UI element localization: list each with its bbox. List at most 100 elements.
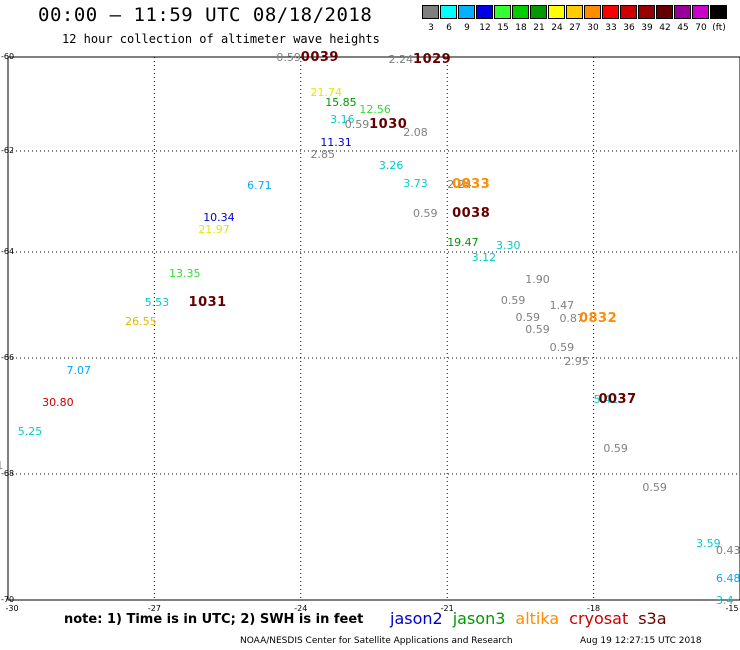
longitude-label: -30 (5, 604, 19, 613)
legend-tick-label: (ft) (712, 23, 726, 33)
legend-tick-label: 30 (587, 23, 599, 33)
wave-height-value: 6.48 (716, 571, 740, 585)
wave-height-value: 11.31 (320, 135, 352, 149)
wave-height-value: 7.07 (66, 363, 92, 377)
latitude-label: -62 (1, 146, 15, 155)
legend-swatch (494, 5, 511, 19)
pass-time-label: 0832 (578, 311, 618, 327)
satellite-name: altika (515, 609, 560, 628)
longitude-label: -21 (440, 604, 454, 613)
pass-time-label: 0037 (598, 391, 637, 407)
legend-swatch (710, 5, 727, 19)
longitude-label: -15 (725, 604, 739, 613)
legend-tick-label: 18 (515, 23, 527, 33)
legend-swatch (620, 5, 637, 19)
pass-time-label: 1031 (188, 295, 227, 311)
legend-swatch (548, 5, 565, 19)
wave-height-value: 1.91 (0, 459, 3, 472)
wave-height-value: 3.4 (716, 594, 734, 607)
satellite-name: cryosat (569, 609, 629, 628)
wave-height-value: 3.59 (696, 537, 721, 551)
latitude-label: -64 (1, 247, 15, 256)
legend-tick-label: 12 (479, 23, 491, 33)
wave-height-value: 5.53 (144, 296, 170, 310)
wave-height-value: 5.41 (593, 392, 619, 406)
legend-tick-label: 9 (464, 23, 470, 33)
wave-height-value: 1.90 (525, 272, 550, 286)
satellite-name: s3a (638, 609, 667, 628)
legend-tick-label: 24 (551, 23, 563, 33)
legend-swatch (476, 5, 493, 19)
legend-swatch (584, 5, 601, 19)
legend-swatch (674, 5, 691, 19)
wave-height-value: 1.47 (549, 299, 575, 312)
map-grid (8, 57, 740, 600)
wave-height-value: 0.59 (344, 118, 370, 132)
wave-height-value: 3.12 (471, 251, 497, 265)
footer-credit: NOAA/NESDIS Center for Satellite Applica… (240, 636, 513, 646)
wave-height-value: 30.80 (42, 395, 74, 409)
wave-height-value: 0.59 (549, 341, 575, 355)
legend-tick-label: 15 (497, 23, 509, 33)
wave-height-value: 0.59 (642, 480, 667, 494)
legend-tick-label: 3 (428, 23, 434, 33)
pass-time-label: 1029 (413, 52, 452, 68)
wave-height-value: 0.59 (413, 207, 438, 221)
color-scale-legend (422, 5, 728, 21)
legend-tick-label: 42 (659, 23, 671, 33)
wave-height-value: 21.97 (198, 223, 230, 237)
latitude-label: -68 (1, 469, 15, 478)
legend-swatch (458, 5, 475, 19)
wave-height-value: 2.08 (403, 126, 428, 140)
wave-height-value: 0.59 (525, 322, 550, 336)
pass-time-label: 0833 (452, 176, 491, 192)
satellite-name: jason3 (452, 609, 506, 628)
wave-height-value: 2.24 (388, 53, 414, 67)
legend-tick-label: 6 (446, 23, 452, 33)
wave-height-value: 15.85 (325, 95, 357, 109)
legend-swatch (512, 5, 529, 19)
legend-swatch (638, 5, 655, 19)
wave-height-value: 13.35 (169, 267, 201, 281)
wave-height-value: 0.43 (716, 543, 740, 557)
wave-height-value: 0.59 (500, 293, 526, 307)
legend-tick-label: 45 (677, 23, 689, 33)
wave-height-value: 2.95 (564, 354, 589, 368)
footnote: note: 1) Time is in UTC; 2) SWH is in fe… (64, 612, 364, 627)
page-title: 00:00 – 11:59 UTC 08/18/2018 (38, 4, 373, 26)
satellite-name: jason2 (390, 609, 443, 628)
wave-height-value: 21.74 (310, 86, 343, 100)
legend-swatch (566, 5, 583, 19)
wave-height-value: 3.30 (496, 238, 521, 252)
wave-height-value: 3.73 (403, 176, 428, 190)
wave-height-value: 0.59 (276, 51, 301, 64)
legend-tick-label: 39 (641, 23, 653, 33)
longitude-label: -24 (294, 604, 308, 613)
latitude-label: -66 (1, 353, 15, 362)
wave-height-value: 2.24 (447, 177, 472, 191)
wave-height-value: 0.59 (515, 310, 541, 324)
pass-time-label: 0038 (452, 206, 491, 222)
legend-swatch (530, 5, 547, 19)
longitude-label: -18 (587, 604, 601, 613)
wave-height-value: 5.25 (17, 424, 43, 438)
wave-height-value: 2.85 (310, 147, 336, 161)
wave-height-value: 10.34 (203, 210, 235, 224)
wave-height-value: 3.16 (330, 113, 355, 127)
pass-time-label: 0039 (300, 50, 339, 65)
legend-tick-label: 21 (533, 23, 545, 33)
page-subtitle: 12 hour collection of altimeter wave hei… (62, 32, 380, 46)
footer-timestamp: Aug 19 12:27:15 UTC 2018 (580, 636, 702, 646)
wave-height-value: 12.56 (359, 102, 391, 116)
wave-height-value: 19.47 (447, 235, 479, 249)
legend-tick-label: 70 (695, 23, 707, 33)
legend-swatch (440, 5, 457, 19)
wave-height-value: 0.59 (603, 441, 628, 455)
pass-time-label: 1030 (369, 117, 408, 133)
longitude-label: -27 (147, 604, 161, 613)
legend-tick-label: 33 (605, 23, 617, 33)
wave-height-value: 0.87 (559, 312, 584, 326)
legend-tick-label: 27 (569, 23, 581, 33)
legend-swatch (422, 5, 439, 19)
